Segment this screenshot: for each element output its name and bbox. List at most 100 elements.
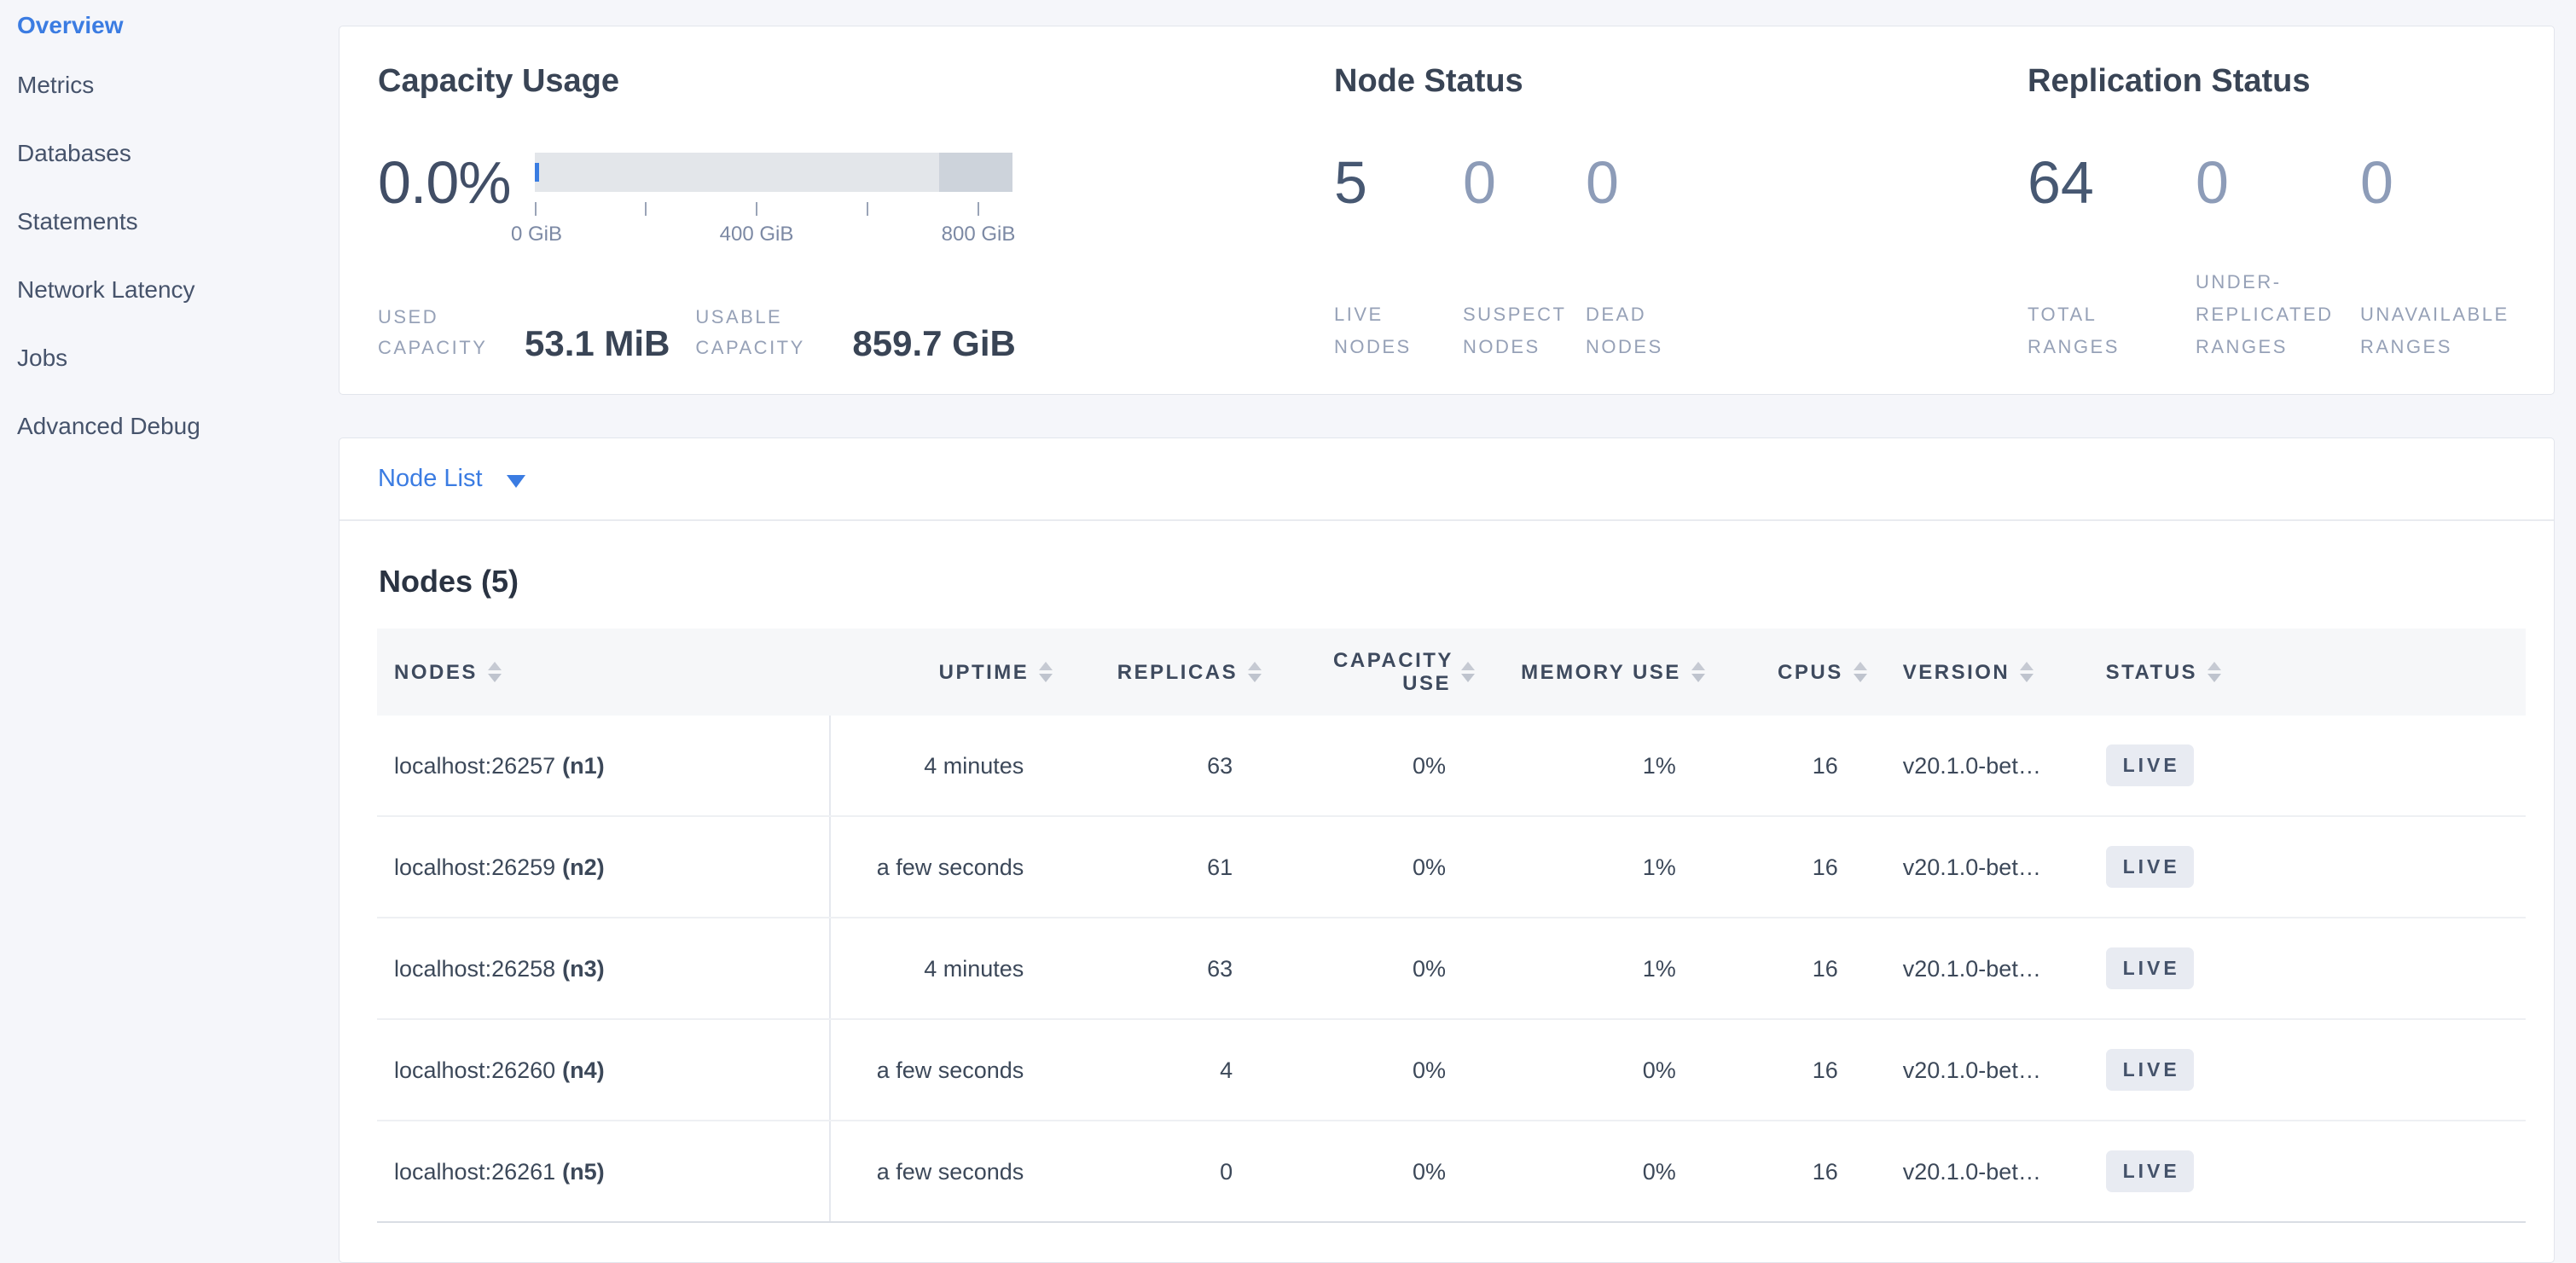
capacity-stats: USED CAPACITY 53.1 MiB USABLE CAPACITY 8…: [378, 302, 1334, 363]
table-row-n5[interactable]: localhost:26261 (n5) a few seconds 0 0% 0…: [377, 1121, 2526, 1223]
nodes-table: NODES UPTIME REPLICAS CAPACITY USE MEMOR…: [377, 629, 2526, 1223]
sidebar-item-metrics[interactable]: Metrics: [17, 72, 95, 98]
cpus-cell: 16: [1714, 816, 1877, 918]
sidebar-item-databases[interactable]: Databases: [17, 140, 131, 166]
replication-status-section: Replication Status 64 TOTAL RANGES 0 UND…: [2028, 62, 2554, 363]
total-ranges-stat: 64 TOTAL RANGES: [2028, 151, 2196, 363]
sort-icon: [1461, 662, 1476, 682]
capacity-used-percent: 0.0%: [378, 149, 512, 216]
unavailable-ranges-label: UNAVAILABLE RANGES: [2360, 304, 2509, 357]
uptime-cell: 4 minutes: [829, 716, 1064, 817]
capacity-gauge-row: 0.0% 0 GiB 400 GiB 800 GiB: [378, 151, 1334, 248]
table-row-n3[interactable]: localhost:26258 (n3) 4 minutes 63 0% 1% 1…: [377, 918, 2526, 1020]
sort-icon: [1039, 662, 1053, 682]
tick-label-400: 400 GiB: [719, 223, 794, 246]
version-cell: v20.1.0-bet…: [1877, 816, 2091, 918]
dead-nodes-label: DEAD NODES: [1586, 304, 1663, 357]
version-cell: v20.1.0-bet…: [1877, 1121, 2091, 1223]
capacity-use-cell: 0%: [1272, 1121, 1486, 1223]
live-nodes-value: 5: [1334, 149, 1367, 216]
suspect-nodes-label: SUSPECT NODES: [1463, 304, 1567, 357]
node-id: (n5): [562, 1158, 605, 1185]
memory-use-cell: 1%: [1485, 816, 1715, 918]
col-header-memory-use[interactable]: MEMORY USE: [1485, 629, 1715, 716]
replicas-cell: 4: [1063, 1019, 1273, 1121]
capacity-use-cell: 0%: [1272, 1019, 1486, 1121]
sort-icon: [487, 662, 502, 682]
table-row-n2[interactable]: localhost:26259 (n2) a few seconds 61 0% …: [377, 816, 2526, 918]
replicas-cell: 63: [1063, 918, 1273, 1020]
capacity-gauge-ticks: [535, 202, 1012, 216]
capacity-gauge: 0 GiB 400 GiB 800 GiB: [511, 151, 1015, 248]
table-row-n1[interactable]: localhost:26257 (n1) 4 minutes 63 0% 1% 1…: [377, 716, 2526, 817]
cpus-cell: 16: [1714, 1121, 1877, 1223]
replicas-cell: 0: [1063, 1121, 1273, 1223]
total-ranges-value: 64: [2028, 149, 2094, 216]
node-link[interactable]: localhost:26261: [394, 1158, 556, 1185]
used-capacity-label: USED CAPACITY: [378, 306, 488, 358]
version-cell: v20.1.0-bet…: [1877, 716, 2091, 817]
dead-nodes-value: 0: [1586, 149, 1619, 216]
status-badge: LIVE: [2105, 947, 2194, 989]
status-badge: LIVE: [2105, 846, 2194, 888]
nodes-heading: Nodes (5): [379, 564, 519, 599]
node-link[interactable]: localhost:26258: [394, 955, 556, 982]
sidebar-item-jobs[interactable]: Jobs: [17, 345, 68, 371]
status-badge: LIVE: [2105, 1150, 2194, 1192]
live-nodes-label: LIVE NODES: [1334, 304, 1412, 357]
node-id: (n3): [562, 955, 605, 982]
col-header-cpus[interactable]: CPUS: [1714, 629, 1877, 716]
col-header-nodes[interactable]: NODES: [377, 629, 830, 716]
sidebar-item-network-latency[interactable]: Network Latency: [17, 276, 195, 303]
main-content: Capacity Usage 0.0% 0 GiB 400 Gi: [339, 0, 2576, 1263]
status-badge: LIVE: [2105, 744, 2194, 786]
tick-label-800: 800 GiB: [941, 223, 1016, 246]
uptime-cell: a few seconds: [829, 1121, 1064, 1223]
cpus-cell: 16: [1714, 716, 1877, 817]
cluster-summary-card: Capacity Usage 0.0% 0 GiB 400 Gi: [339, 26, 2555, 395]
col-header-version[interactable]: VERSION: [1877, 629, 2091, 716]
under-replicated-ranges-stat: 0 UNDER-REPLICATED RANGES: [2196, 151, 2360, 363]
live-nodes-stat: 5 LIVE NODES: [1334, 151, 1463, 363]
uptime-cell: a few seconds: [829, 1019, 1064, 1121]
node-list-card: Node List Nodes (5) NODES UPTIME REPLICA…: [339, 437, 2555, 1263]
capacity-usage-title: Capacity Usage: [378, 63, 620, 99]
usable-capacity-stat: USABLE CAPACITY 859.7 GiB: [695, 302, 1015, 363]
capacity-gauge-bar: [535, 153, 1012, 192]
capacity-usage-section: Capacity Usage 0.0% 0 GiB 400 Gi: [378, 62, 1334, 363]
sort-icon: [2208, 662, 2222, 682]
node-link[interactable]: localhost:26257: [394, 752, 556, 779]
col-header-capacity-use[interactable]: CAPACITY USE: [1272, 629, 1486, 716]
col-header-replicas[interactable]: REPLICAS: [1063, 629, 1273, 716]
usable-capacity-label: USABLE CAPACITY: [695, 306, 805, 358]
under-replicated-ranges-label: UNDER-REPLICATED RANGES: [2196, 271, 2334, 357]
sidebar-item-statements[interactable]: Statements: [17, 208, 138, 235]
suspect-nodes-value: 0: [1463, 149, 1496, 216]
col-header-status[interactable]: STATUS: [2090, 629, 2526, 716]
cpus-cell: 16: [1714, 918, 1877, 1020]
node-link[interactable]: localhost:26259: [394, 854, 556, 880]
total-ranges-label: TOTAL RANGES: [2028, 304, 2120, 357]
node-id: (n4): [562, 1057, 605, 1083]
caret-down-icon: [506, 475, 525, 488]
table-row-n4[interactable]: localhost:26260 (n4) a few seconds 4 0% 0…: [377, 1019, 2526, 1121]
view-selector-dropdown[interactable]: Node List: [339, 438, 2554, 521]
uptime-cell: 4 minutes: [829, 918, 1064, 1020]
sidebar: Overview Metrics Databases Statements Ne…: [0, 0, 339, 1189]
capacity-gauge-reserved-segment: [939, 153, 1012, 192]
node-link[interactable]: localhost:26260: [394, 1057, 556, 1083]
nodes-table-section: Nodes (5) NODES UPTIME REPLICAS CAPACITY…: [339, 521, 2554, 1262]
version-cell: v20.1.0-bet…: [1877, 1019, 2091, 1121]
suspect-nodes-stat: 0 SUSPECT NODES: [1463, 151, 1586, 363]
sidebar-item-overview[interactable]: Overview: [17, 12, 124, 38]
replicas-cell: 63: [1063, 716, 1273, 817]
node-status-title: Node Status: [1334, 63, 1523, 99]
cpus-cell: 16: [1714, 1019, 1877, 1121]
uptime-cell: a few seconds: [829, 816, 1064, 918]
node-status-stats: 5 LIVE NODES 0 SUSPECT NODES 0 DEAD NODE…: [1334, 151, 2028, 363]
col-header-uptime[interactable]: UPTIME: [829, 629, 1064, 716]
version-cell: v20.1.0-bet…: [1877, 918, 2091, 1020]
sidebar-item-advanced-debug[interactable]: Advanced Debug: [17, 413, 200, 439]
usable-capacity-value: 859.7 GiB: [852, 323, 1016, 363]
